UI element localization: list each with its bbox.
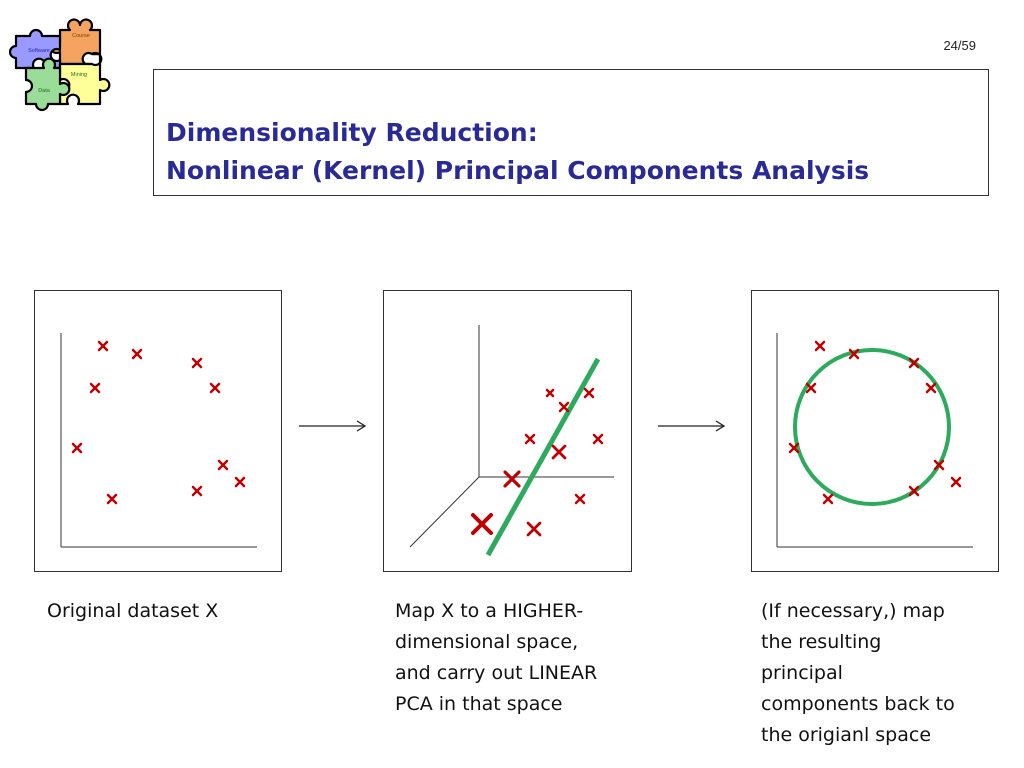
data-points bbox=[788, 340, 962, 505]
logo-label-software: Software bbox=[28, 48, 50, 54]
title-box: Dimensionality Reduction: Nonlinear (Ker… bbox=[153, 69, 989, 196]
data-point-marker bbox=[551, 444, 567, 460]
page-title: Dimensionality Reduction: Nonlinear (Ker… bbox=[166, 114, 869, 190]
page-number: 24/59 bbox=[943, 38, 976, 53]
caption-line: Original dataset X bbox=[47, 600, 219, 622]
data-point-marker bbox=[908, 357, 920, 369]
data-point-marker bbox=[191, 357, 203, 369]
panel-mapped-back bbox=[751, 290, 999, 572]
logo-label-mining: Mining bbox=[71, 72, 87, 78]
caption-line: the resulting bbox=[761, 631, 882, 653]
caption-original: Original dataset X bbox=[47, 596, 307, 627]
title-line-2: Nonlinear (Kernel) Principal Components … bbox=[166, 156, 870, 185]
caption-line: components back to bbox=[761, 693, 955, 715]
data-points bbox=[470, 387, 604, 537]
caption-higher-dimensional: Map X to a HIGHER- dimensional space, an… bbox=[395, 596, 655, 720]
data-point-marker bbox=[574, 493, 586, 505]
data-point-marker bbox=[805, 382, 817, 394]
data-point-marker bbox=[209, 382, 221, 394]
data-point-marker bbox=[97, 340, 109, 352]
data-point-marker bbox=[526, 521, 542, 537]
data-point-marker bbox=[583, 387, 595, 399]
principal-component-line bbox=[485, 357, 601, 557]
data-point-marker bbox=[788, 442, 800, 454]
caption-line: Map X to a HIGHER- bbox=[395, 600, 584, 622]
data-point-marker bbox=[558, 401, 570, 413]
caption-line: principal bbox=[761, 662, 843, 684]
data-point-marker bbox=[503, 470, 521, 488]
data-point-marker bbox=[925, 382, 937, 394]
data-point-marker bbox=[524, 433, 536, 445]
data-point-marker bbox=[131, 348, 143, 360]
data-point-marker bbox=[545, 388, 555, 398]
arrow-right-icon bbox=[299, 420, 367, 432]
title-line-1: Dimensionality Reduction: bbox=[166, 118, 538, 147]
data-point-marker bbox=[814, 340, 826, 352]
scatter-original bbox=[60, 333, 257, 548]
data-point-marker bbox=[908, 485, 920, 497]
caption-line: PCA in that space bbox=[395, 693, 563, 715]
scatter-3d bbox=[409, 325, 614, 557]
logo-label-course: Course bbox=[72, 33, 90, 39]
data-point-marker bbox=[822, 493, 834, 505]
principal-component-curve bbox=[793, 348, 951, 506]
caption-mapped-back: (If necessary,) map the resulting princi… bbox=[761, 596, 1011, 751]
logo-label-data: Data bbox=[38, 88, 51, 94]
data-point-marker bbox=[106, 493, 118, 505]
data-point-marker bbox=[89, 382, 101, 394]
data-point-marker bbox=[592, 433, 604, 445]
arrow-right-icon bbox=[658, 420, 726, 432]
panel-original-dataset bbox=[34, 290, 282, 572]
caption-line: and carry out LINEAR bbox=[395, 662, 598, 684]
caption-line: the origianl space bbox=[761, 724, 932, 746]
data-points bbox=[71, 340, 246, 505]
data-point-marker bbox=[848, 348, 860, 360]
data-point-marker bbox=[217, 459, 229, 471]
caption-line: dimensional space, bbox=[395, 631, 579, 653]
data-point-marker bbox=[933, 459, 945, 471]
data-point-marker bbox=[234, 476, 246, 488]
data-point-marker bbox=[470, 512, 494, 536]
puzzle-logo-icon: Course Software Mining Data bbox=[8, 18, 111, 112]
data-point-marker bbox=[71, 442, 83, 454]
data-point-marker bbox=[191, 485, 203, 497]
panel-higher-dimensional bbox=[383, 290, 632, 572]
scatter-circle bbox=[776, 333, 973, 548]
data-point-marker bbox=[950, 476, 962, 488]
depth-axis bbox=[409, 476, 480, 548]
caption-line: (If necessary,) map bbox=[761, 600, 945, 622]
